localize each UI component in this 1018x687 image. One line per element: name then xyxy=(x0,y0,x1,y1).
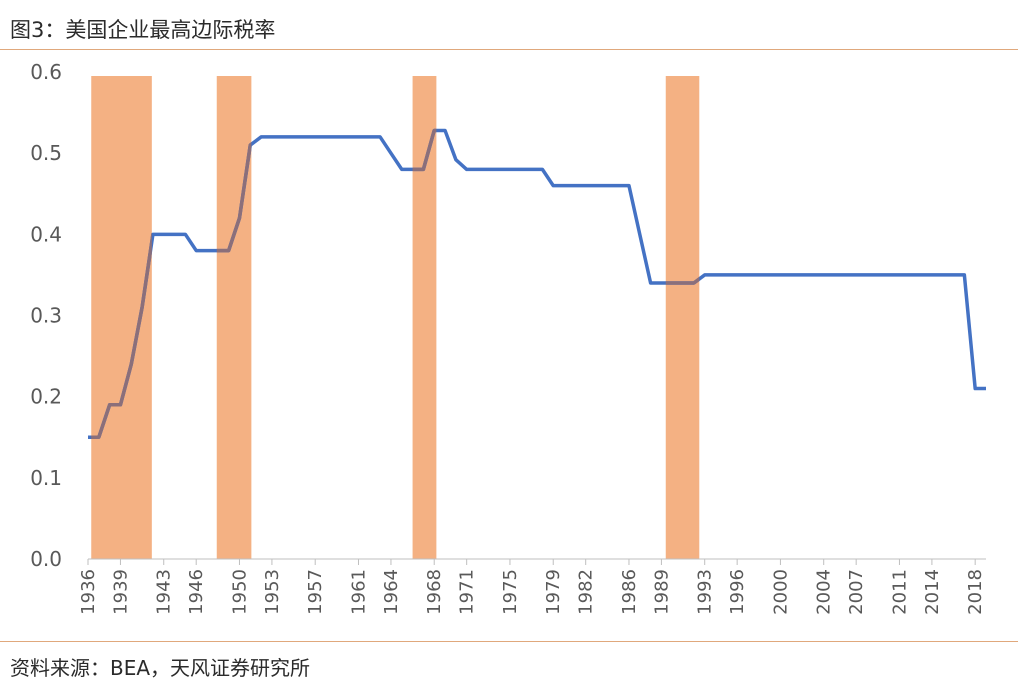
x-tick-label: 1957 xyxy=(305,569,326,615)
y-tick-label: 0.2 xyxy=(30,385,62,409)
footer-divider xyxy=(0,641,1018,642)
y-tick-label: 0.3 xyxy=(30,304,62,328)
x-tick-label: 1961 xyxy=(348,569,369,615)
y-tick-label: 0.5 xyxy=(30,141,62,165)
x-tick-label: 2004 xyxy=(814,569,835,615)
x-tick-label: 1996 xyxy=(727,569,748,615)
shaded-period-3 xyxy=(412,76,437,559)
y-tick-label: 0.6 xyxy=(30,60,62,84)
x-tick-label: 2000 xyxy=(770,569,791,615)
x-tick-label: 1936 xyxy=(78,569,99,615)
series-line-overlap xyxy=(216,142,252,253)
series-line xyxy=(88,128,986,439)
shaded-period-1 xyxy=(91,76,152,559)
header-divider xyxy=(0,49,1018,50)
x-tick-label: 2014 xyxy=(922,569,943,615)
x-tick-label: 1982 xyxy=(576,569,597,615)
x-tick-label: 1971 xyxy=(457,569,478,615)
y-tick-label: 0.1 xyxy=(30,466,62,490)
y-tick-label: 0.0 xyxy=(30,547,62,571)
shaded-period-4 xyxy=(665,76,700,559)
x-tick-label: 1946 xyxy=(186,569,207,615)
x-tick-label: 2007 xyxy=(846,569,867,615)
x-tick-label: 1943 xyxy=(154,569,175,615)
x-tick-label: 1950 xyxy=(229,569,250,615)
shaded-period-2 xyxy=(216,76,252,559)
x-tick-label: 1953 xyxy=(262,569,283,615)
x-tick-label: 2011 xyxy=(889,569,910,615)
y-axis: 0.0 0.1 0.2 0.3 0.4 0.5 0.6 xyxy=(30,60,62,571)
x-tick-label: 1979 xyxy=(543,569,564,615)
chart-title: 图3：美国企业最高边际税率 xyxy=(10,18,276,42)
x-tick-label: 2018 xyxy=(965,569,986,615)
recession-shading xyxy=(91,76,700,559)
x-axis: 1936 1939 1943 1946 1950 1953 1957 1961 1964 1968… xyxy=(78,559,986,615)
x-tick-label: 1986 xyxy=(619,569,640,615)
x-tick-label: 1975 xyxy=(500,569,521,615)
x-tick-label: 1939 xyxy=(110,569,131,615)
x-tick-label: 1993 xyxy=(695,569,716,615)
x-tick-label: 1964 xyxy=(381,569,402,615)
source-note: 资料来源：BEA，天风证券研究所 xyxy=(10,656,311,680)
y-tick-label: 0.4 xyxy=(30,222,62,246)
x-tick-label: 1989 xyxy=(651,569,672,615)
x-tick-label: 1968 xyxy=(424,569,445,615)
